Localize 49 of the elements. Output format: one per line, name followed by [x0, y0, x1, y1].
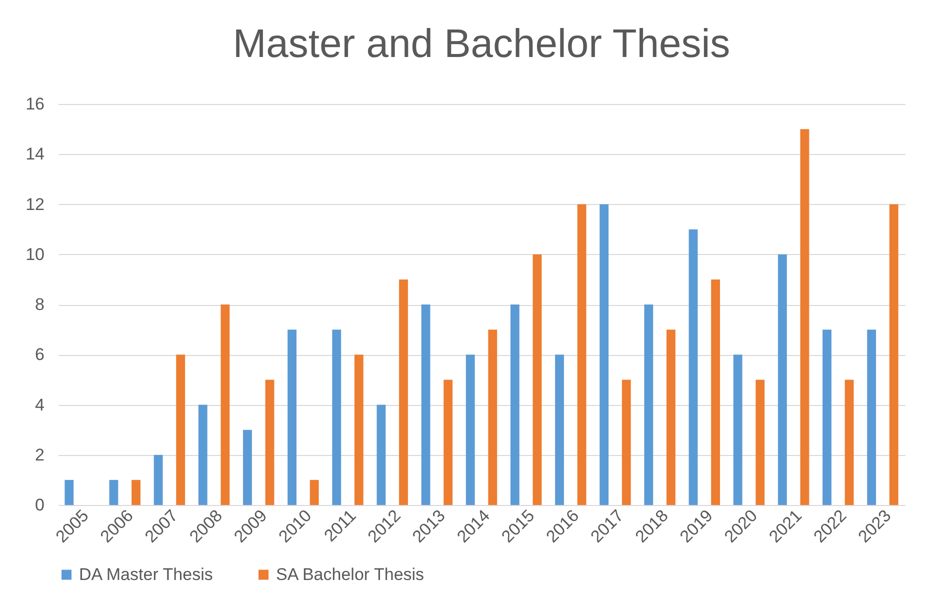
bar	[176, 354, 186, 505]
y-tick-label: 0	[35, 496, 44, 514]
y-tick-label: 4	[35, 395, 44, 414]
bar	[778, 254, 787, 505]
bar	[822, 330, 832, 505]
bar	[332, 330, 342, 505]
bar	[466, 354, 475, 505]
bar	[800, 129, 810, 505]
bar	[688, 229, 698, 505]
chart-title: Master and Bachelor Thesis	[232, 22, 730, 66]
bar	[288, 330, 296, 505]
bar	[154, 454, 163, 505]
bar	[510, 304, 520, 505]
bar	[220, 304, 230, 505]
bar	[711, 279, 720, 505]
bar	[109, 480, 118, 505]
bar	[64, 480, 74, 505]
legend-label: SA Bachelor Thesis	[276, 564, 424, 584]
y-tick-label: 8	[35, 295, 44, 314]
bar	[555, 354, 564, 505]
bar	[867, 330, 876, 505]
bar	[376, 404, 386, 505]
y-tick-label: 16	[26, 94, 44, 114]
bar	[198, 404, 208, 505]
bar	[132, 480, 140, 505]
bar	[354, 354, 364, 505]
bar	[889, 204, 898, 505]
bar	[265, 380, 274, 505]
y-tick-label: 10	[26, 244, 44, 264]
bar	[399, 279, 408, 505]
bar	[756, 380, 765, 505]
bar	[444, 380, 453, 505]
bar	[310, 480, 319, 505]
bar	[532, 254, 542, 505]
bar	[577, 204, 586, 505]
legend-label: DA Master Thesis	[79, 564, 213, 584]
bar	[421, 304, 430, 505]
bar	[666, 330, 676, 505]
y-tick-label: 12	[26, 194, 44, 214]
bar	[600, 204, 609, 505]
bar	[733, 354, 742, 505]
y-tick-label: 2	[35, 445, 44, 464]
bar	[622, 380, 631, 505]
y-tick-label: 14	[26, 144, 44, 164]
bar	[488, 330, 498, 505]
bar	[844, 380, 854, 505]
bar	[644, 304, 654, 505]
bar	[243, 430, 252, 505]
y-tick-label: 6	[35, 345, 44, 364]
